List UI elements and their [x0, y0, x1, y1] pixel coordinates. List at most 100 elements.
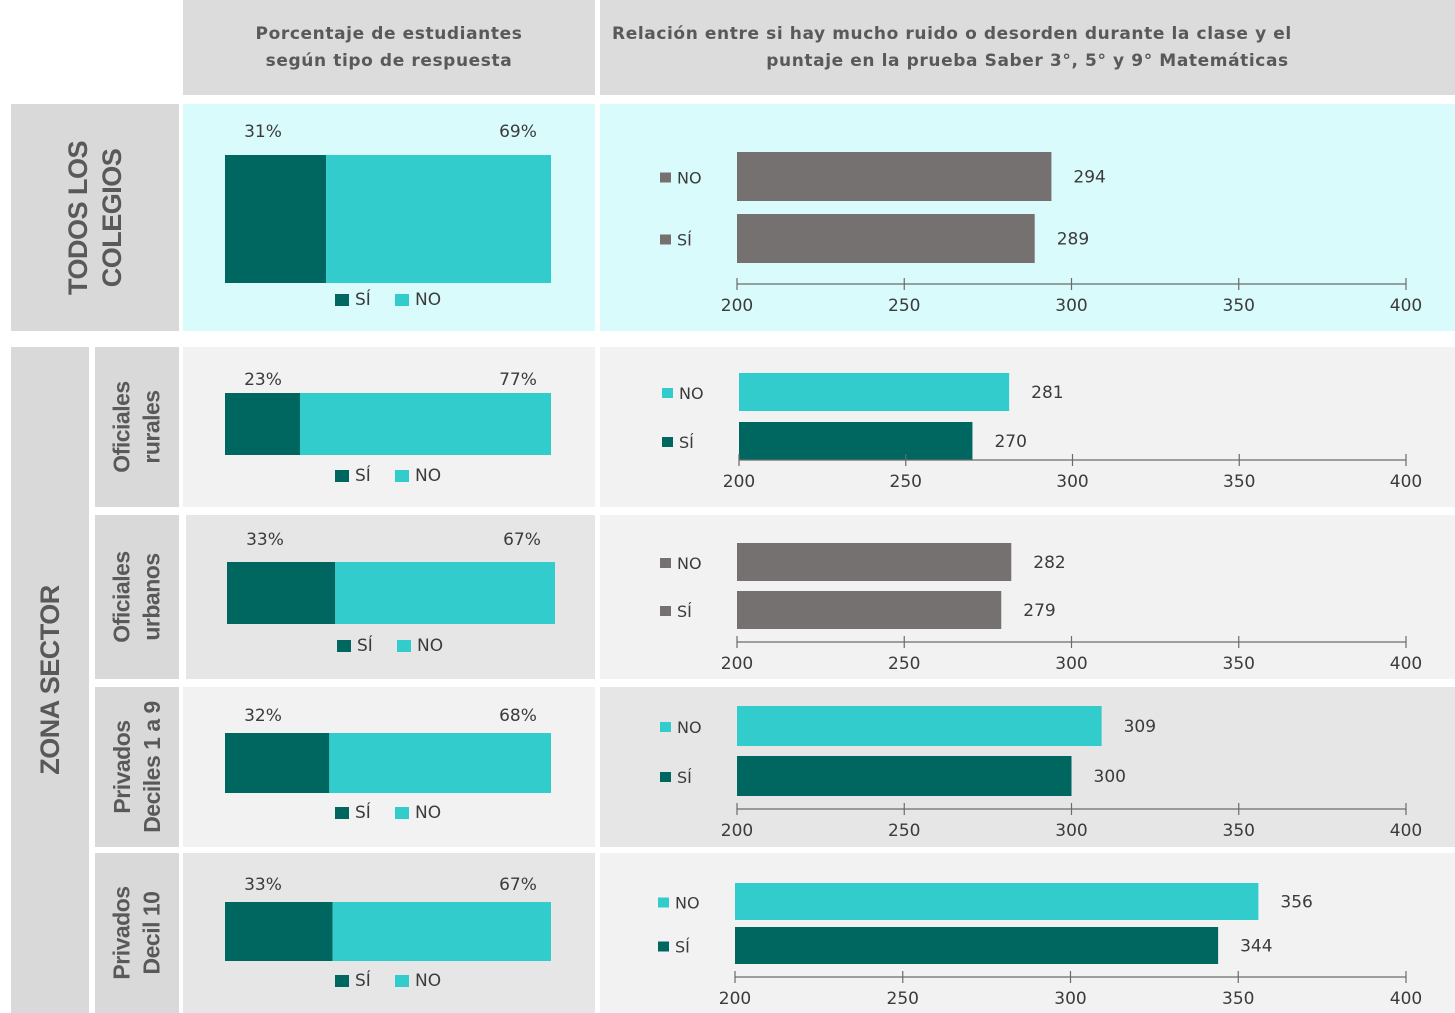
legend-label-no: NO — [417, 636, 443, 656]
score-bar-no — [737, 706, 1102, 746]
legend-swatch-si — [337, 640, 351, 652]
score-panel: 309 NO 300 SÍ 200 250 300 350 400 — [600, 687, 1455, 847]
x-tick-label: 400 — [1390, 821, 1422, 841]
legend-label-si: SÍ — [355, 801, 371, 823]
percentage-panel: 23% 77% SÍ NO — [183, 347, 595, 507]
category-label-no: NO — [677, 718, 702, 737]
bar-si — [225, 733, 330, 793]
x-tick-label: 250 — [888, 821, 920, 841]
category-label-no: NO — [677, 169, 702, 188]
group-todos-line1: TODOS LOS — [63, 140, 93, 295]
left-header-line2: según tipo de respuesta — [265, 50, 513, 71]
category-swatch-si — [660, 234, 671, 245]
score-bar-si — [737, 591, 1002, 629]
score-bar-si — [735, 927, 1219, 964]
data-label-no: 67% — [503, 530, 541, 550]
x-tick-label: 300 — [1056, 472, 1088, 492]
score-label-no: 356 — [1280, 893, 1312, 913]
data-label-si: 23% — [244, 370, 282, 390]
x-tick-label: 300 — [1055, 296, 1087, 316]
x-tick-label: 350 — [1223, 654, 1255, 674]
x-tick-label: 200 — [723, 472, 755, 492]
x-tick-label: 250 — [890, 472, 922, 492]
legend-swatch-no — [395, 470, 409, 482]
right-column-header: Relación entre si hay mucho ruido o deso… — [600, 0, 1455, 95]
category-swatch-si — [660, 772, 671, 782]
data-label-si: 31% — [244, 122, 282, 142]
bar-si — [225, 393, 300, 455]
category-label-si: SÍ — [679, 433, 694, 452]
score-label-no: 294 — [1073, 168, 1105, 188]
legend-swatch-no — [397, 640, 411, 652]
data-label-si: 33% — [244, 875, 282, 895]
legend-label-no: NO — [415, 971, 441, 991]
category-label-si: SÍ — [677, 768, 692, 787]
score-bar-no — [737, 543, 1012, 581]
bar-no — [329, 733, 551, 793]
legend-label-si: SÍ — [355, 464, 371, 486]
legend-label-no: NO — [415, 466, 441, 486]
x-tick-label: 350 — [1222, 989, 1254, 1009]
x-tick-label: 400 — [1390, 472, 1422, 492]
x-tick-label: 200 — [719, 989, 751, 1009]
data-label-si: 33% — [246, 530, 284, 550]
percentage-panel: 33% 67% SÍ NO — [183, 853, 595, 1013]
subgroup-label-line2: Deciles 1 a 9 — [139, 701, 166, 833]
legend-label-si: SÍ — [355, 969, 371, 991]
legend-label-si: SÍ — [357, 634, 373, 656]
bar-no — [335, 562, 555, 624]
score-bar-no — [737, 152, 1052, 201]
bar-si — [225, 902, 333, 961]
subgroup-label-line1: Oficiales — [109, 381, 136, 473]
score-panel: 294 NO 289 SÍ 200 250 300 350 400 — [600, 104, 1455, 331]
x-tick-label: 250 — [888, 654, 920, 674]
subgroup-label-line1: Privados — [109, 886, 135, 980]
percentage-panel: 31% 69% SÍ NO — [183, 104, 595, 331]
subgroup-label-line1: Oficiales — [109, 551, 136, 643]
score-label-si: 289 — [1057, 230, 1089, 250]
score-label-si: 300 — [1094, 767, 1126, 787]
subgroup-label-line2: Decil 10 — [139, 891, 165, 975]
legend-swatch-no — [395, 294, 409, 306]
legend-swatch-no — [395, 975, 409, 987]
score-bar-no — [739, 373, 1010, 411]
category-swatch-no — [660, 722, 671, 732]
left-header-line1: Porcentaje de estudiantes — [255, 23, 523, 44]
x-tick-label: 250 — [887, 989, 919, 1009]
category-swatch-no — [660, 172, 671, 183]
score-bar-si — [737, 214, 1035, 263]
data-label-no: 68% — [499, 706, 537, 726]
data-label-si: 32% — [244, 706, 282, 726]
x-tick-label: 350 — [1223, 472, 1255, 492]
x-tick-label: 200 — [721, 821, 753, 841]
category-label-si: SÍ — [675, 938, 690, 957]
bar-no — [326, 155, 551, 283]
bar-si — [225, 155, 327, 283]
x-tick-label: 300 — [1055, 654, 1087, 674]
group-zona-text: ZONA SECTOR — [35, 585, 66, 775]
score-label-no: 281 — [1031, 383, 1063, 403]
score-label-si: 279 — [1023, 601, 1055, 621]
bar-si — [227, 562, 336, 624]
percentage-panel: 33% 67% SÍ NO — [186, 515, 595, 679]
right-header-line2: puntaje en la prueba Saber 3°, 5° y 9° M… — [766, 50, 1289, 71]
score-label-si: 344 — [1240, 937, 1272, 957]
x-tick-label: 300 — [1055, 821, 1087, 841]
category-label-no: NO — [679, 384, 704, 403]
legend-swatch-si — [335, 294, 349, 306]
x-tick-label: 400 — [1390, 654, 1422, 674]
legend-label-no: NO — [415, 803, 441, 823]
x-tick-label: 350 — [1223, 821, 1255, 841]
score-bar-si — [737, 756, 1072, 796]
subgroup-label-privados-10: Privados Decil 10 — [95, 853, 179, 1013]
score-label-no: 282 — [1033, 553, 1065, 573]
score-panel: 281 NO 270 SÍ 200 250 300 350 400 — [600, 347, 1455, 507]
category-label-no: NO — [675, 894, 700, 913]
legend-label-no: NO — [415, 290, 441, 310]
subgroup-label-line1: Privados — [109, 720, 136, 814]
x-tick-label: 350 — [1223, 296, 1255, 316]
x-tick-label: 300 — [1054, 989, 1086, 1009]
subgroup-label-line2: urbanos — [139, 553, 166, 641]
legend-label-si: SÍ — [355, 288, 371, 310]
subgroup-label-line2: rurales — [139, 390, 166, 464]
